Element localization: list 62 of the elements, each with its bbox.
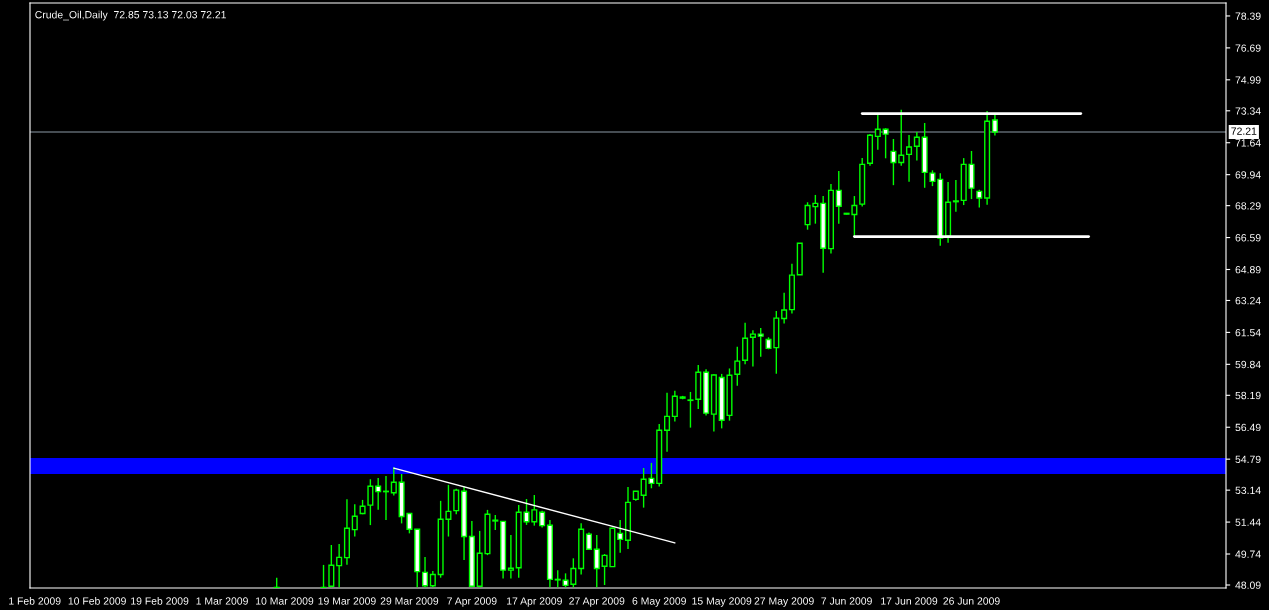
candlestick [734, 346, 741, 387]
y-tick-label: 54.79 [1235, 455, 1261, 464]
candlestick [898, 109, 905, 167]
y-tick-label: 63.24 [1235, 296, 1261, 305]
y-tick-label: 74.99 [1235, 76, 1261, 84]
text: Crude_Oil,Daily 72.85 73.13 72.03 72.21 [35, 10, 226, 21]
x-tick-label: 7 Jun 2009 [821, 597, 872, 605]
candlestick [952, 179, 959, 213]
x-tick-label: 27 May 2009 [754, 597, 814, 607]
y-tick-label: 51.44 [1235, 518, 1261, 526]
x-tick-label: 1 Feb 2009 [9, 597, 61, 605]
candlestick [874, 113, 881, 151]
ref-line-label: 72.21 [1231, 127, 1257, 135]
y-tick-label: 49.74 [1235, 550, 1261, 558]
y-tick-label: 69.94 [1235, 171, 1261, 179]
candlestick [375, 477, 382, 511]
x-tick-label: 15 May 2009 [692, 597, 752, 607]
x-tick-label: 1 Mar 2009 [196, 597, 248, 605]
y-tick-label: 73.34 [1235, 107, 1261, 115]
y-tick-label: 61.54 [1235, 328, 1261, 337]
y-tick-label: 78.39 [1235, 12, 1261, 20]
candlestick [906, 134, 913, 183]
y-tick-label: 76.69 [1235, 44, 1261, 52]
y-tick-label: 59.84 [1235, 360, 1261, 369]
candlestick [882, 127, 889, 160]
x-tick-label: 10 Feb 2009 [68, 597, 126, 605]
candlestick [320, 564, 327, 588]
y-tick-label: 71.64 [1235, 139, 1261, 147]
candlestick [351, 503, 358, 538]
candlestick [671, 390, 678, 423]
x-tick-label: 7 Apr 2009 [447, 597, 497, 607]
y-tick-label: 66.59 [1235, 234, 1261, 242]
candlestick [687, 391, 694, 429]
candlestick [328, 544, 335, 588]
y-tick-label: 53.14 [1235, 486, 1261, 495]
x-tick-label: 26 Jun 2009 [943, 597, 1000, 605]
candlestick [367, 478, 374, 526]
candlestick [507, 534, 514, 580]
candlestick [781, 292, 788, 325]
candlestick [663, 392, 671, 453]
y-tick-label: 56.49 [1235, 423, 1261, 432]
candlestick [390, 466, 397, 497]
x-tick-label: 6 May 2009 [632, 597, 686, 607]
x-tick-label: 19 Mar 2009 [318, 597, 376, 605]
candlestick [453, 488, 460, 515]
candlestick [336, 543, 343, 588]
y-tick-label: 68.29 [1235, 202, 1261, 210]
candlestick [749, 329, 756, 368]
y-tick-label: 64.89 [1235, 265, 1261, 274]
y-tick-label: 48.09 [1235, 581, 1261, 589]
x-tick-label: 19 Feb 2009 [131, 597, 189, 605]
x-tick-label: 17 Apr 2009 [507, 597, 562, 607]
candlestick [890, 138, 897, 186]
candlestick [913, 131, 920, 162]
x-tick-label: 27 Apr 2009 [569, 597, 625, 607]
y-tick-label: 58.19 [1235, 391, 1261, 400]
x-tick-label: 17 Jun 2009 [881, 597, 938, 605]
candlestick [757, 327, 764, 358]
x-tick-label: 10 Mar 2009 [256, 597, 314, 605]
candlestick [742, 322, 749, 365]
candlestick [835, 170, 842, 225]
x-tick-label: 29 Mar 2009 [380, 597, 439, 605]
